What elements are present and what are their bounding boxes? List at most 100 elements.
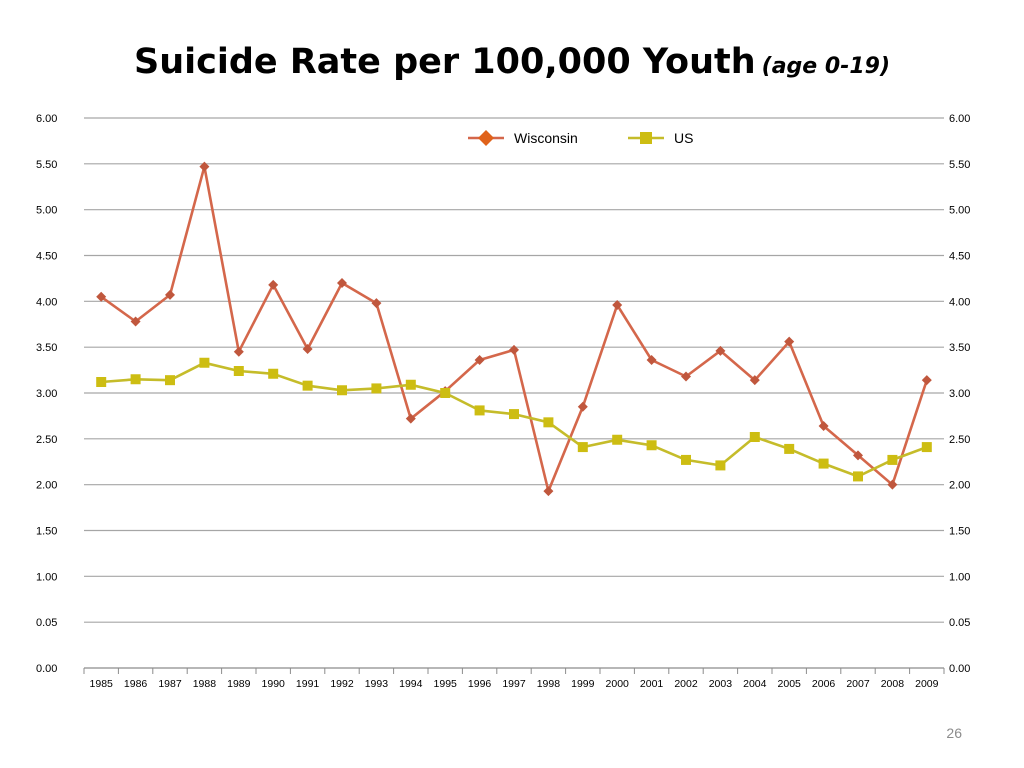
data-point-us (405, 379, 416, 390)
x-tick-label: 1995 (434, 678, 458, 690)
page-number: 26 (946, 725, 962, 741)
data-point-us (921, 442, 932, 453)
title-subtitle: (age 0-19) (761, 54, 890, 79)
x-tick-label: 1999 (571, 678, 595, 690)
data-point-wisconsin (749, 375, 760, 386)
y-tick-label-left: 3.50 (36, 342, 57, 354)
x-tick-label: 1987 (158, 678, 182, 690)
y-tick-label-left: 1.50 (36, 526, 57, 538)
y-tick-label-left: 5.50 (36, 159, 57, 171)
data-point-us (784, 443, 795, 454)
data-point-us (612, 434, 623, 445)
data-point-us (302, 380, 313, 391)
y-tick-label-left: 2.50 (36, 434, 57, 446)
data-point-us (681, 454, 691, 465)
data-point-wisconsin (784, 336, 795, 347)
legend-marker-wisconsin (478, 130, 494, 146)
data-point-wisconsin (233, 346, 244, 357)
data-point-wisconsin (130, 316, 141, 327)
x-tick-label: 2001 (640, 678, 664, 690)
x-tick-label: 2009 (915, 678, 939, 690)
data-point-wisconsin (474, 355, 485, 365)
y-tick-label-right: 5.50 (949, 159, 970, 171)
x-tick-label: 1994 (399, 678, 423, 690)
data-point-us (268, 368, 279, 379)
data-point-wisconsin (509, 344, 519, 355)
x-tick-label: 1997 (502, 678, 526, 690)
legend-label-us: US (674, 130, 693, 146)
series-line-wisconsin (100, 165, 929, 493)
data-point-us (543, 417, 554, 428)
y-tick-label-left: 5.00 (36, 205, 57, 217)
title-main: Suicide Rate per 100,000 Youth (134, 42, 756, 82)
series-line-us (101, 361, 928, 478)
legend-label-wisconsin: Wisconsin (514, 130, 578, 146)
y-tick-label-left: 3.00 (36, 388, 57, 400)
x-tick-label: 1985 (90, 678, 114, 690)
data-point-wisconsin (818, 421, 829, 431)
x-tick-label: 2007 (846, 678, 870, 690)
data-point-wisconsin (405, 413, 416, 424)
y-tick-label-left: 4.50 (36, 251, 57, 263)
data-point-us (337, 385, 347, 396)
x-tick-label: 2003 (709, 678, 733, 690)
data-point-wisconsin (921, 375, 932, 386)
y-tick-label-right: 6.00 (949, 113, 970, 125)
data-point-wisconsin (715, 345, 726, 356)
data-point-wisconsin (199, 161, 210, 172)
data-point-wisconsin (681, 371, 691, 382)
data-point-us (96, 377, 107, 387)
x-tick-label: 2008 (881, 678, 905, 690)
data-point-wisconsin (96, 291, 107, 302)
data-point-wisconsin (646, 355, 657, 365)
data-point-us (474, 405, 485, 416)
x-tick-label: 2004 (743, 678, 767, 690)
x-tick-label: 1991 (296, 678, 320, 690)
y-tick-label-left: 0.00 (36, 663, 57, 675)
data-point-wisconsin (337, 278, 347, 288)
data-point-us (853, 471, 863, 482)
y-tick-label-left: 0.05 (36, 617, 57, 629)
y-tick-label-right: 5.00 (949, 205, 970, 217)
data-point-us (818, 458, 829, 469)
data-point-wisconsin (268, 279, 279, 290)
x-tick-label: 2002 (674, 678, 698, 690)
y-tick-label-right: 1.50 (949, 526, 970, 538)
x-tick-label: 1998 (537, 678, 561, 690)
data-point-us (233, 366, 244, 376)
y-tick-label-right: 3.50 (949, 342, 970, 354)
x-tick-label: 1989 (227, 678, 251, 690)
data-point-us (440, 388, 451, 398)
y-tick-label-right: 2.00 (949, 480, 970, 492)
data-point-us (646, 440, 657, 451)
legend-marker-us (640, 132, 652, 144)
data-point-wisconsin (887, 479, 898, 490)
y-tick-label-right: 1.00 (949, 571, 970, 583)
data-point-us (887, 454, 898, 465)
y-tick-label-right: 4.50 (949, 251, 970, 263)
x-tick-label: 2005 (778, 678, 802, 690)
data-point-wisconsin (302, 344, 313, 354)
data-point-us (165, 375, 175, 386)
x-tick-label: 1996 (468, 678, 492, 690)
data-point-wisconsin (853, 450, 863, 461)
y-tick-label-right: 2.50 (949, 434, 970, 446)
data-point-wisconsin (543, 486, 554, 497)
y-tick-label-left: 4.00 (36, 296, 57, 308)
x-tick-label: 1993 (365, 678, 389, 690)
y-tick-label-left: 2.00 (36, 480, 57, 492)
data-point-us (199, 357, 210, 368)
x-tick-label: 1986 (124, 678, 148, 690)
x-tick-label: 1992 (330, 678, 354, 690)
data-point-us (715, 460, 726, 471)
y-tick-label-right: 3.00 (949, 388, 970, 400)
data-point-wisconsin (371, 298, 382, 309)
data-point-us (130, 374, 141, 385)
y-tick-label-right: 0.00 (949, 663, 970, 675)
y-tick-label-right: 0.05 (949, 617, 970, 629)
y-tick-label-left: 1.00 (36, 571, 57, 583)
data-point-us (509, 409, 519, 420)
x-tick-label: 2006 (812, 678, 836, 690)
data-point-wisconsin (165, 289, 175, 300)
y-tick-label-right: 4.00 (949, 296, 970, 308)
